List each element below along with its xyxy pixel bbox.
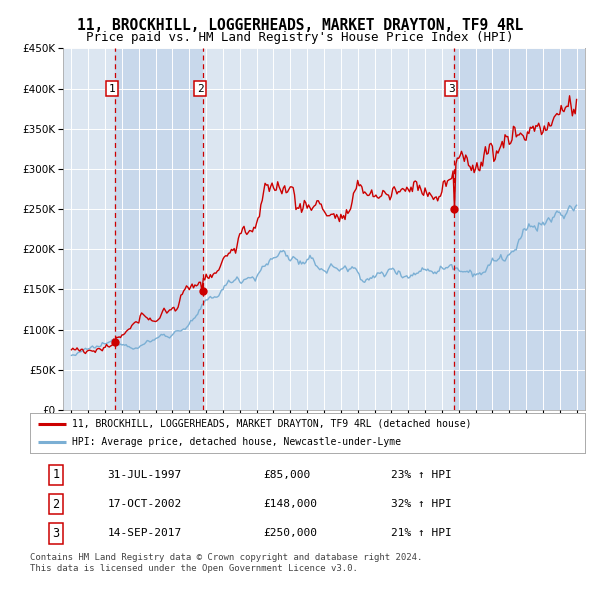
Text: 1: 1 (53, 468, 59, 481)
Bar (115, 48, 203, 410)
Text: 23% ↑ HPI: 23% ↑ HPI (391, 470, 452, 480)
Text: 21% ↑ HPI: 21% ↑ HPI (391, 529, 452, 539)
Text: Price paid vs. HM Land Registry's House Price Index (HPI): Price paid vs. HM Land Registry's House … (86, 31, 514, 44)
Text: 11, BROCKHILL, LOGGERHEADS, MARKET DRAYTON, TF9 4RL: 11, BROCKHILL, LOGGERHEADS, MARKET DRAYT… (77, 18, 523, 32)
Bar (63, 48, 115, 410)
Text: 11, BROCKHILL, LOGGERHEADS, MARKET DRAYTON, TF9 4RL (detached house): 11, BROCKHILL, LOGGERHEADS, MARKET DRAYT… (71, 419, 471, 429)
Text: 3: 3 (53, 527, 59, 540)
Text: 3: 3 (448, 84, 455, 94)
Text: £85,000: £85,000 (263, 470, 310, 480)
Bar (454, 48, 585, 410)
Text: £250,000: £250,000 (263, 529, 317, 539)
Text: 2: 2 (53, 497, 59, 511)
Text: 2: 2 (197, 84, 203, 94)
Text: 32% ↑ HPI: 32% ↑ HPI (391, 499, 452, 509)
Text: Contains HM Land Registry data © Crown copyright and database right 2024.
This d: Contains HM Land Registry data © Crown c… (30, 553, 422, 573)
Text: £148,000: £148,000 (263, 499, 317, 509)
Bar (203, 48, 454, 410)
Text: 1: 1 (109, 84, 116, 94)
Text: 14-SEP-2017: 14-SEP-2017 (108, 529, 182, 539)
Text: 17-OCT-2002: 17-OCT-2002 (108, 499, 182, 509)
Text: 31-JUL-1997: 31-JUL-1997 (108, 470, 182, 480)
Text: HPI: Average price, detached house, Newcastle-under-Lyme: HPI: Average price, detached house, Newc… (71, 437, 401, 447)
